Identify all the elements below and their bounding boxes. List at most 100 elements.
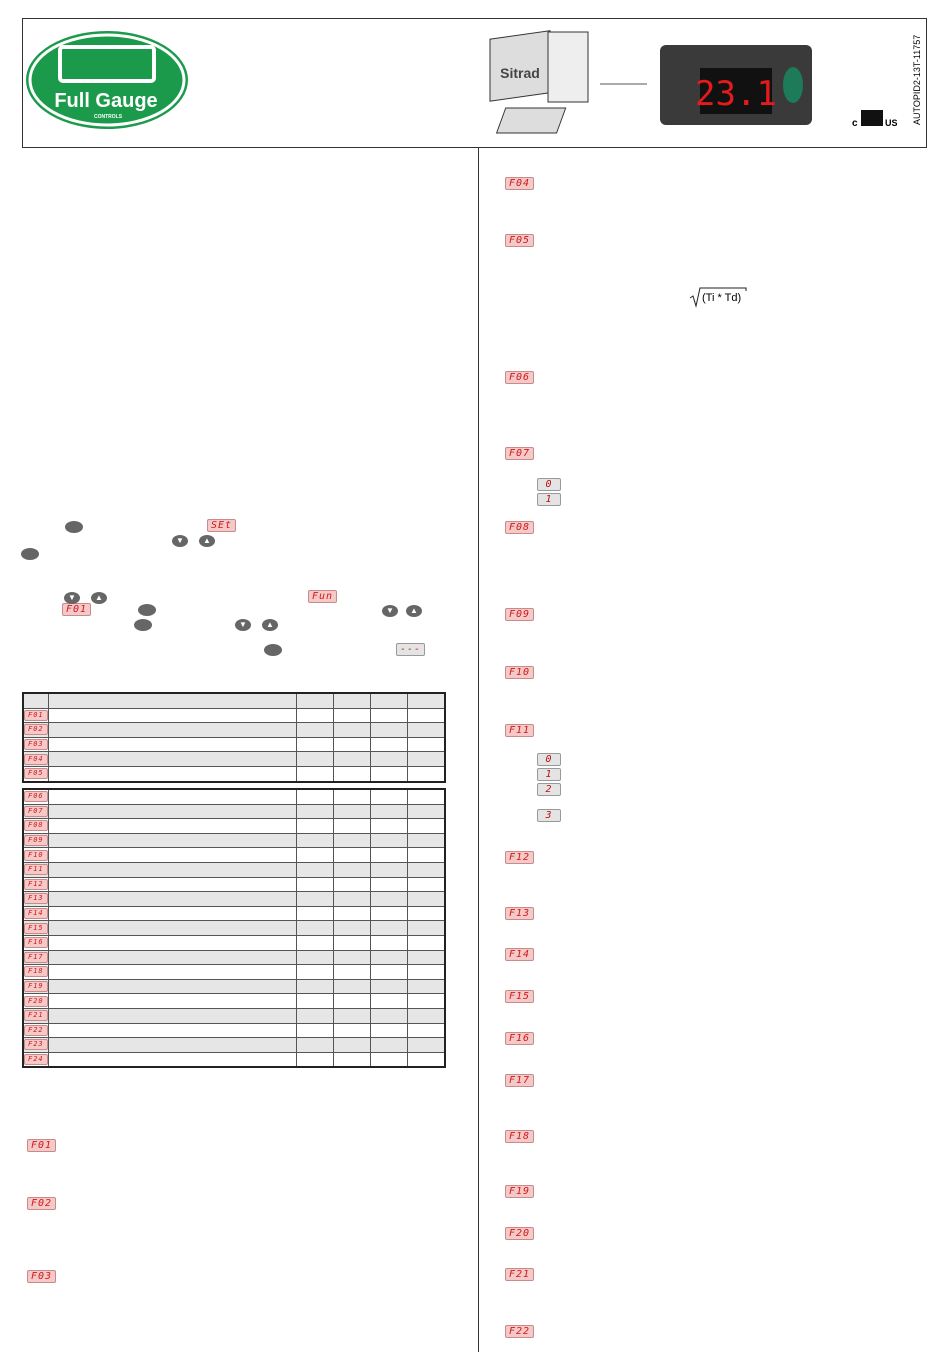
parameter-code: F15	[24, 922, 48, 934]
option-code: 0	[537, 753, 561, 766]
parameter-code: F06	[24, 791, 48, 803]
header-frame	[22, 18, 927, 148]
parameter-code: F20	[505, 1227, 535, 1240]
arrow-key-icon: ▼	[64, 592, 80, 604]
parameter-code: F12	[505, 851, 535, 864]
parameter-code: F08	[24, 820, 48, 832]
table-row: F23	[22, 1037, 446, 1053]
table-row: F22	[22, 1022, 446, 1039]
parameter-code: F14	[24, 908, 48, 920]
parameter-code: F01	[24, 709, 48, 721]
software-name: Sitrad	[500, 65, 540, 81]
parameter-code: F12	[24, 878, 48, 890]
parameter-code: F04	[505, 177, 535, 190]
parameter-code: F13	[505, 907, 535, 920]
parameter-code: F03	[24, 739, 48, 751]
doc-code: AUTOPID2-13T-11757	[912, 35, 922, 125]
parameter-code: F21	[24, 1010, 48, 1022]
arrow-key-icon: ▼	[382, 605, 398, 617]
parameter-code: F07	[505, 447, 535, 460]
arrow-key-icon: ▲	[262, 619, 278, 631]
table-row: F24	[22, 1051, 446, 1068]
table-row: F08	[22, 818, 446, 834]
cert-mark	[861, 110, 883, 126]
display-code: ---	[396, 643, 426, 656]
parameter-code: F03	[27, 1270, 57, 1283]
table-row: F06	[22, 788, 446, 805]
button-icon	[65, 521, 83, 533]
table-row: F19	[22, 978, 446, 995]
parameter-code: F14	[505, 948, 535, 961]
display-code: F01	[62, 603, 92, 616]
arrow-key-icon: ▼	[172, 535, 188, 547]
keyboard	[495, 107, 567, 134]
table-row: F13	[22, 891, 446, 907]
table-row: F20	[22, 993, 446, 1009]
parameter-code: F11	[505, 724, 535, 737]
parameter-code: F05	[24, 768, 48, 780]
parameter-code: F13	[24, 893, 48, 905]
parameter-code: F24	[24, 1053, 48, 1065]
parameter-code: F10	[24, 849, 48, 861]
parameter-code: F04	[24, 753, 48, 765]
table-row: F18	[22, 964, 446, 980]
parameter-code: F16	[24, 937, 48, 949]
parameter-code: F09	[24, 835, 48, 847]
parameter-code: F02	[27, 1197, 57, 1210]
cert-right: US	[885, 118, 898, 128]
arrow-key-icon: ▲	[199, 535, 215, 547]
controller-display	[700, 68, 772, 114]
button-icon	[21, 548, 39, 560]
table-row: F09	[22, 832, 446, 849]
arrow-key-icon: ▼	[235, 619, 251, 631]
table-row: F14	[22, 905, 446, 922]
parameter-code: F02	[24, 724, 48, 736]
table-row: F12	[22, 876, 446, 893]
parameter-code: F07	[24, 805, 48, 817]
parameter-code: F16	[505, 1032, 535, 1045]
parameter-code: F08	[505, 521, 535, 534]
parameter-code: F11	[24, 864, 48, 876]
cert-left: c	[852, 118, 858, 129]
computer-case	[547, 31, 589, 103]
display-value: 23.1	[695, 74, 777, 114]
button-icon	[138, 604, 156, 616]
table-row: F17	[22, 949, 446, 966]
controller-buttons	[783, 67, 803, 103]
parameter-code: F21	[505, 1268, 535, 1281]
option-code: 0	[537, 478, 561, 491]
parameter-code: F09	[505, 608, 535, 621]
parameter-code: F17	[505, 1074, 535, 1087]
button-icon	[264, 644, 282, 656]
parameter-code: F15	[505, 990, 535, 1003]
option-code: 2	[537, 783, 561, 796]
formula: (Ti * Td)	[702, 292, 741, 304]
parameter-code: F18	[24, 966, 48, 978]
logo-text: Full Gauge	[54, 90, 157, 112]
display-code: SEt	[207, 519, 237, 532]
table-row: F02	[22, 722, 446, 738]
table-row: F21	[22, 1007, 446, 1024]
parameter-code: F20	[24, 995, 48, 1007]
parameter-code: F01	[27, 1139, 57, 1152]
parameter-table: F01 F02 F03 F04 F05	[22, 692, 446, 783]
arrow-key-icon: ▲	[91, 592, 107, 604]
logo-mark	[58, 45, 156, 83]
option-code: 1	[537, 768, 561, 781]
parameter-code: F18	[505, 1130, 535, 1143]
parameter-code: F06	[505, 371, 535, 384]
table-row: F07	[22, 803, 446, 820]
table-row: F11	[22, 861, 446, 878]
logo-ring	[28, 33, 186, 127]
table-row: F05	[22, 765, 446, 783]
parameter-code: F10	[505, 666, 535, 679]
table-row: F04	[22, 751, 446, 767]
option-code: 1	[537, 493, 561, 506]
table-row: F01	[22, 707, 446, 724]
parameter-table: F06 F07 F08 F09 F10 F11 F12 F13 F14 F15 F16 F17 F18 F…	[22, 788, 446, 1069]
parameter-code: F23	[24, 1039, 48, 1051]
button-icon	[134, 619, 152, 631]
parameter-code: F19	[505, 1185, 535, 1198]
parameter-code: F17	[24, 951, 48, 963]
